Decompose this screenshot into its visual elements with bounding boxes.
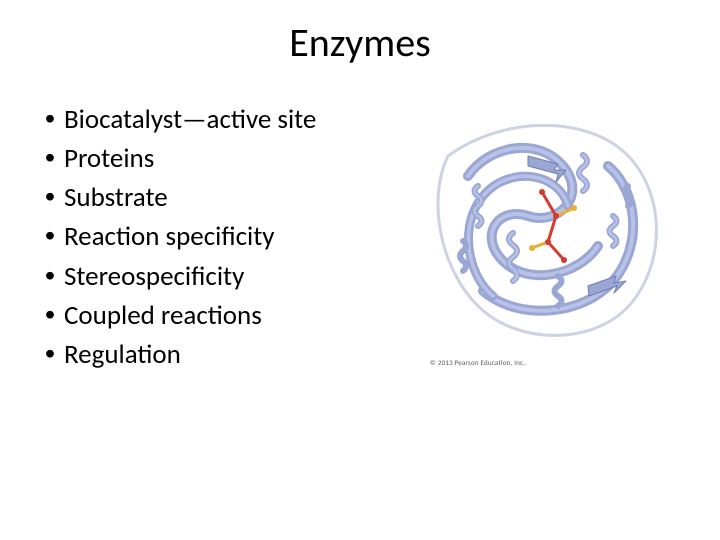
bullet-icon: • <box>36 217 64 252</box>
bullet-icon: • <box>36 335 64 370</box>
content-area: • Biocatalyst—active site • Proteins • S… <box>36 100 396 374</box>
list-item: • Stereospecificity <box>36 257 396 296</box>
bullet-icon: • <box>36 178 64 213</box>
bullet-text: Stereospecificity <box>64 257 244 296</box>
list-item: • Proteins <box>36 139 396 178</box>
list-item: • Substrate <box>36 178 396 217</box>
bullet-icon: • <box>36 139 64 174</box>
bullet-icon: • <box>36 296 64 331</box>
bullet-icon: • <box>36 257 64 292</box>
bullet-list: • Biocatalyst—active site • Proteins • S… <box>36 100 396 374</box>
bullet-text: Biocatalyst—active site <box>64 100 316 139</box>
figure-caption: © 2013 Pearson Education, Inc. <box>430 358 525 367</box>
slide-title: Enzymes <box>0 18 720 67</box>
list-item: • Reaction specificity <box>36 217 396 256</box>
bullet-text: Regulation <box>64 335 181 374</box>
bullet-text: Substrate <box>64 178 168 217</box>
list-item: • Biocatalyst—active site <box>36 100 396 139</box>
list-item: • Coupled reactions <box>36 296 396 335</box>
bullet-text: Coupled reactions <box>64 296 262 335</box>
slide: Enzymes • Biocatalyst—active site • Prot… <box>0 0 720 540</box>
bullet-icon: • <box>36 100 64 135</box>
protein-structure-figure <box>408 96 688 356</box>
bullet-text: Reaction specificity <box>64 217 275 256</box>
protein-ribbon-icon <box>408 96 688 356</box>
list-item: • Regulation <box>36 335 396 374</box>
bullet-text: Proteins <box>64 139 154 178</box>
